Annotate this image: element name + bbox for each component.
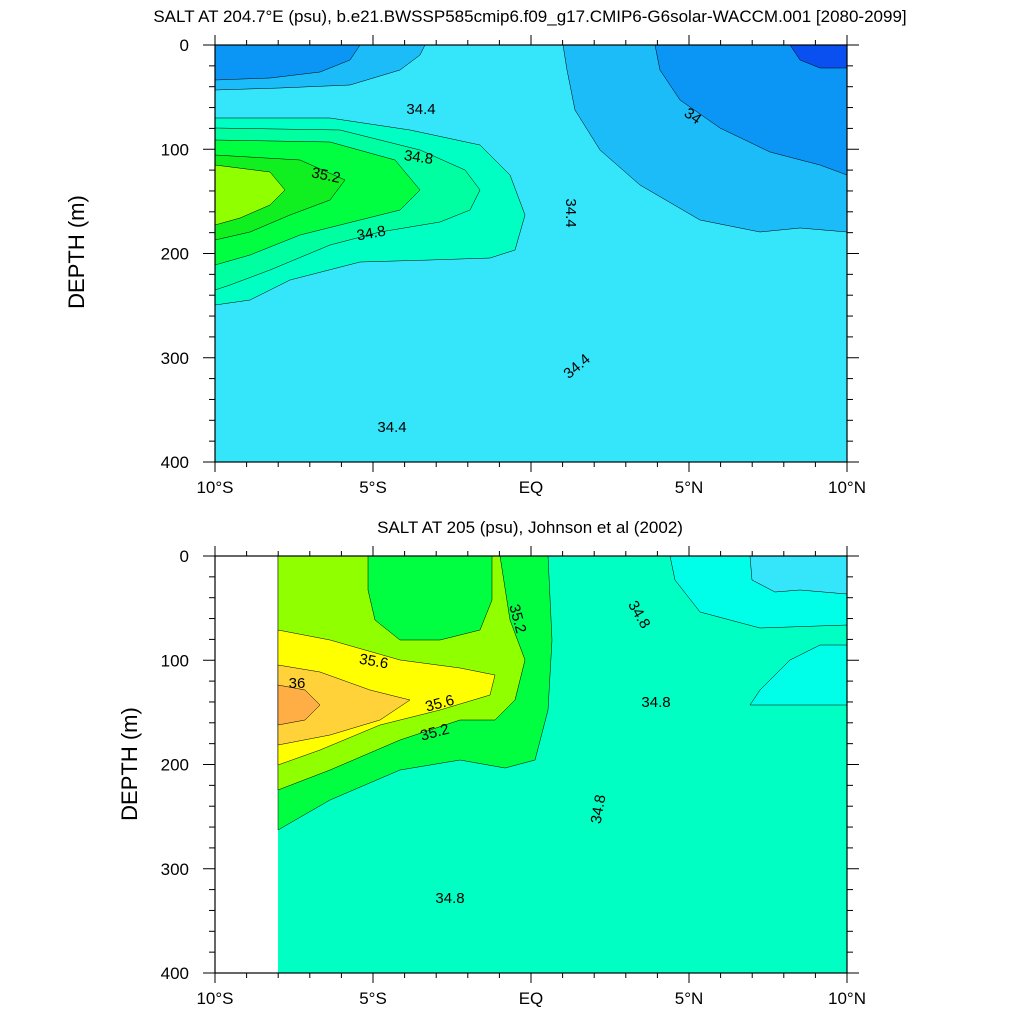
panel2-contour-fills	[215, 555, 848, 973]
panel1-x-tick-label: 10°S	[196, 478, 233, 497]
panel1-y-tick-label: 300	[161, 349, 189, 368]
panel1-contour-label: 34.4	[377, 419, 406, 436]
panel2-y-tick-label: 400	[161, 964, 189, 983]
panel1-y-tick-label: 400	[161, 453, 189, 472]
panel2-contour-label: 34.8	[588, 793, 610, 825]
panel2-contour-label: 34.8	[641, 694, 670, 711]
panel2-contour-label: 36	[289, 675, 306, 692]
panel1-y-tick-label: 200	[161, 245, 189, 264]
panel2-title: SALT AT 205 (psu), Johnson et al (2002)	[377, 518, 683, 537]
panel1-ylabel: DEPTH (m)	[64, 195, 89, 309]
panel1-x-tick-label: 5°S	[359, 478, 387, 497]
panel2-ylabel: DEPTH (m)	[117, 707, 142, 821]
panel1-contour-label: 34.4	[562, 198, 579, 227]
panel1-contour-fills	[214, 44, 848, 462]
panel1-contour-label: 34	[681, 105, 704, 128]
panel2-x-tick-label: EQ	[519, 989, 544, 1008]
panel1-y-tick-label: 0	[180, 36, 189, 55]
panel2-y-tick-label: 100	[161, 651, 189, 670]
panel2-contour-label: 34.8	[435, 890, 464, 907]
panel2-fill-36-0	[277, 684, 321, 726]
panel2-fill-35-0-inner	[367, 555, 493, 641]
panel1-x-tick-label: 10°N	[828, 478, 866, 497]
panel2-white-missing-region	[215, 556, 278, 973]
panel1-contour-label: 35.2	[310, 164, 342, 187]
panel2-y-tick-label: 300	[161, 860, 189, 879]
panel1-contour-label: 34.4	[406, 101, 435, 118]
panel1-x-tick-label: 5°N	[675, 478, 704, 497]
panel2-y-tick-label: 200	[161, 756, 189, 775]
panel2-fill-35-8	[277, 664, 411, 746]
panel2-x-tick-label: 5°S	[359, 989, 387, 1008]
panel1-contour-label: 34.8	[355, 223, 387, 245]
panel1-x-tick-label: EQ	[519, 478, 544, 497]
panel1-y-tick-label: 100	[161, 140, 189, 159]
panel2-contour-labels: 35.2 34.8 35.6 36 35.6 35.2 34.8 34.8 34…	[289, 598, 671, 907]
panel2-axes: 10°S 5°S EQ 5°N 10°N 0 100 200 300 400	[161, 546, 866, 1008]
panel2-contour-label: 35.2	[505, 603, 529, 636]
panel2-contour-label: 35.2	[419, 721, 452, 745]
panel1-axes: 10°S 5°S EQ 5°N 10°N 0 100 200 300 400	[161, 35, 866, 497]
panel1-title: SALT AT 204.7°E (psu), b.e21.BWSSP585cmi…	[153, 7, 906, 26]
panel2-x-tick-label: 5°N	[675, 989, 704, 1008]
panel2-y-tick-label: 0	[180, 547, 189, 566]
panel2-contour-label: 35.6	[424, 692, 457, 716]
panel2-contour-label: 35.6	[358, 651, 390, 673]
panel1-contour-label: 34.8	[403, 147, 434, 168]
panel2-x-tick-label: 10°N	[828, 989, 866, 1008]
panel2-x-tick-label: 10°S	[196, 989, 233, 1008]
